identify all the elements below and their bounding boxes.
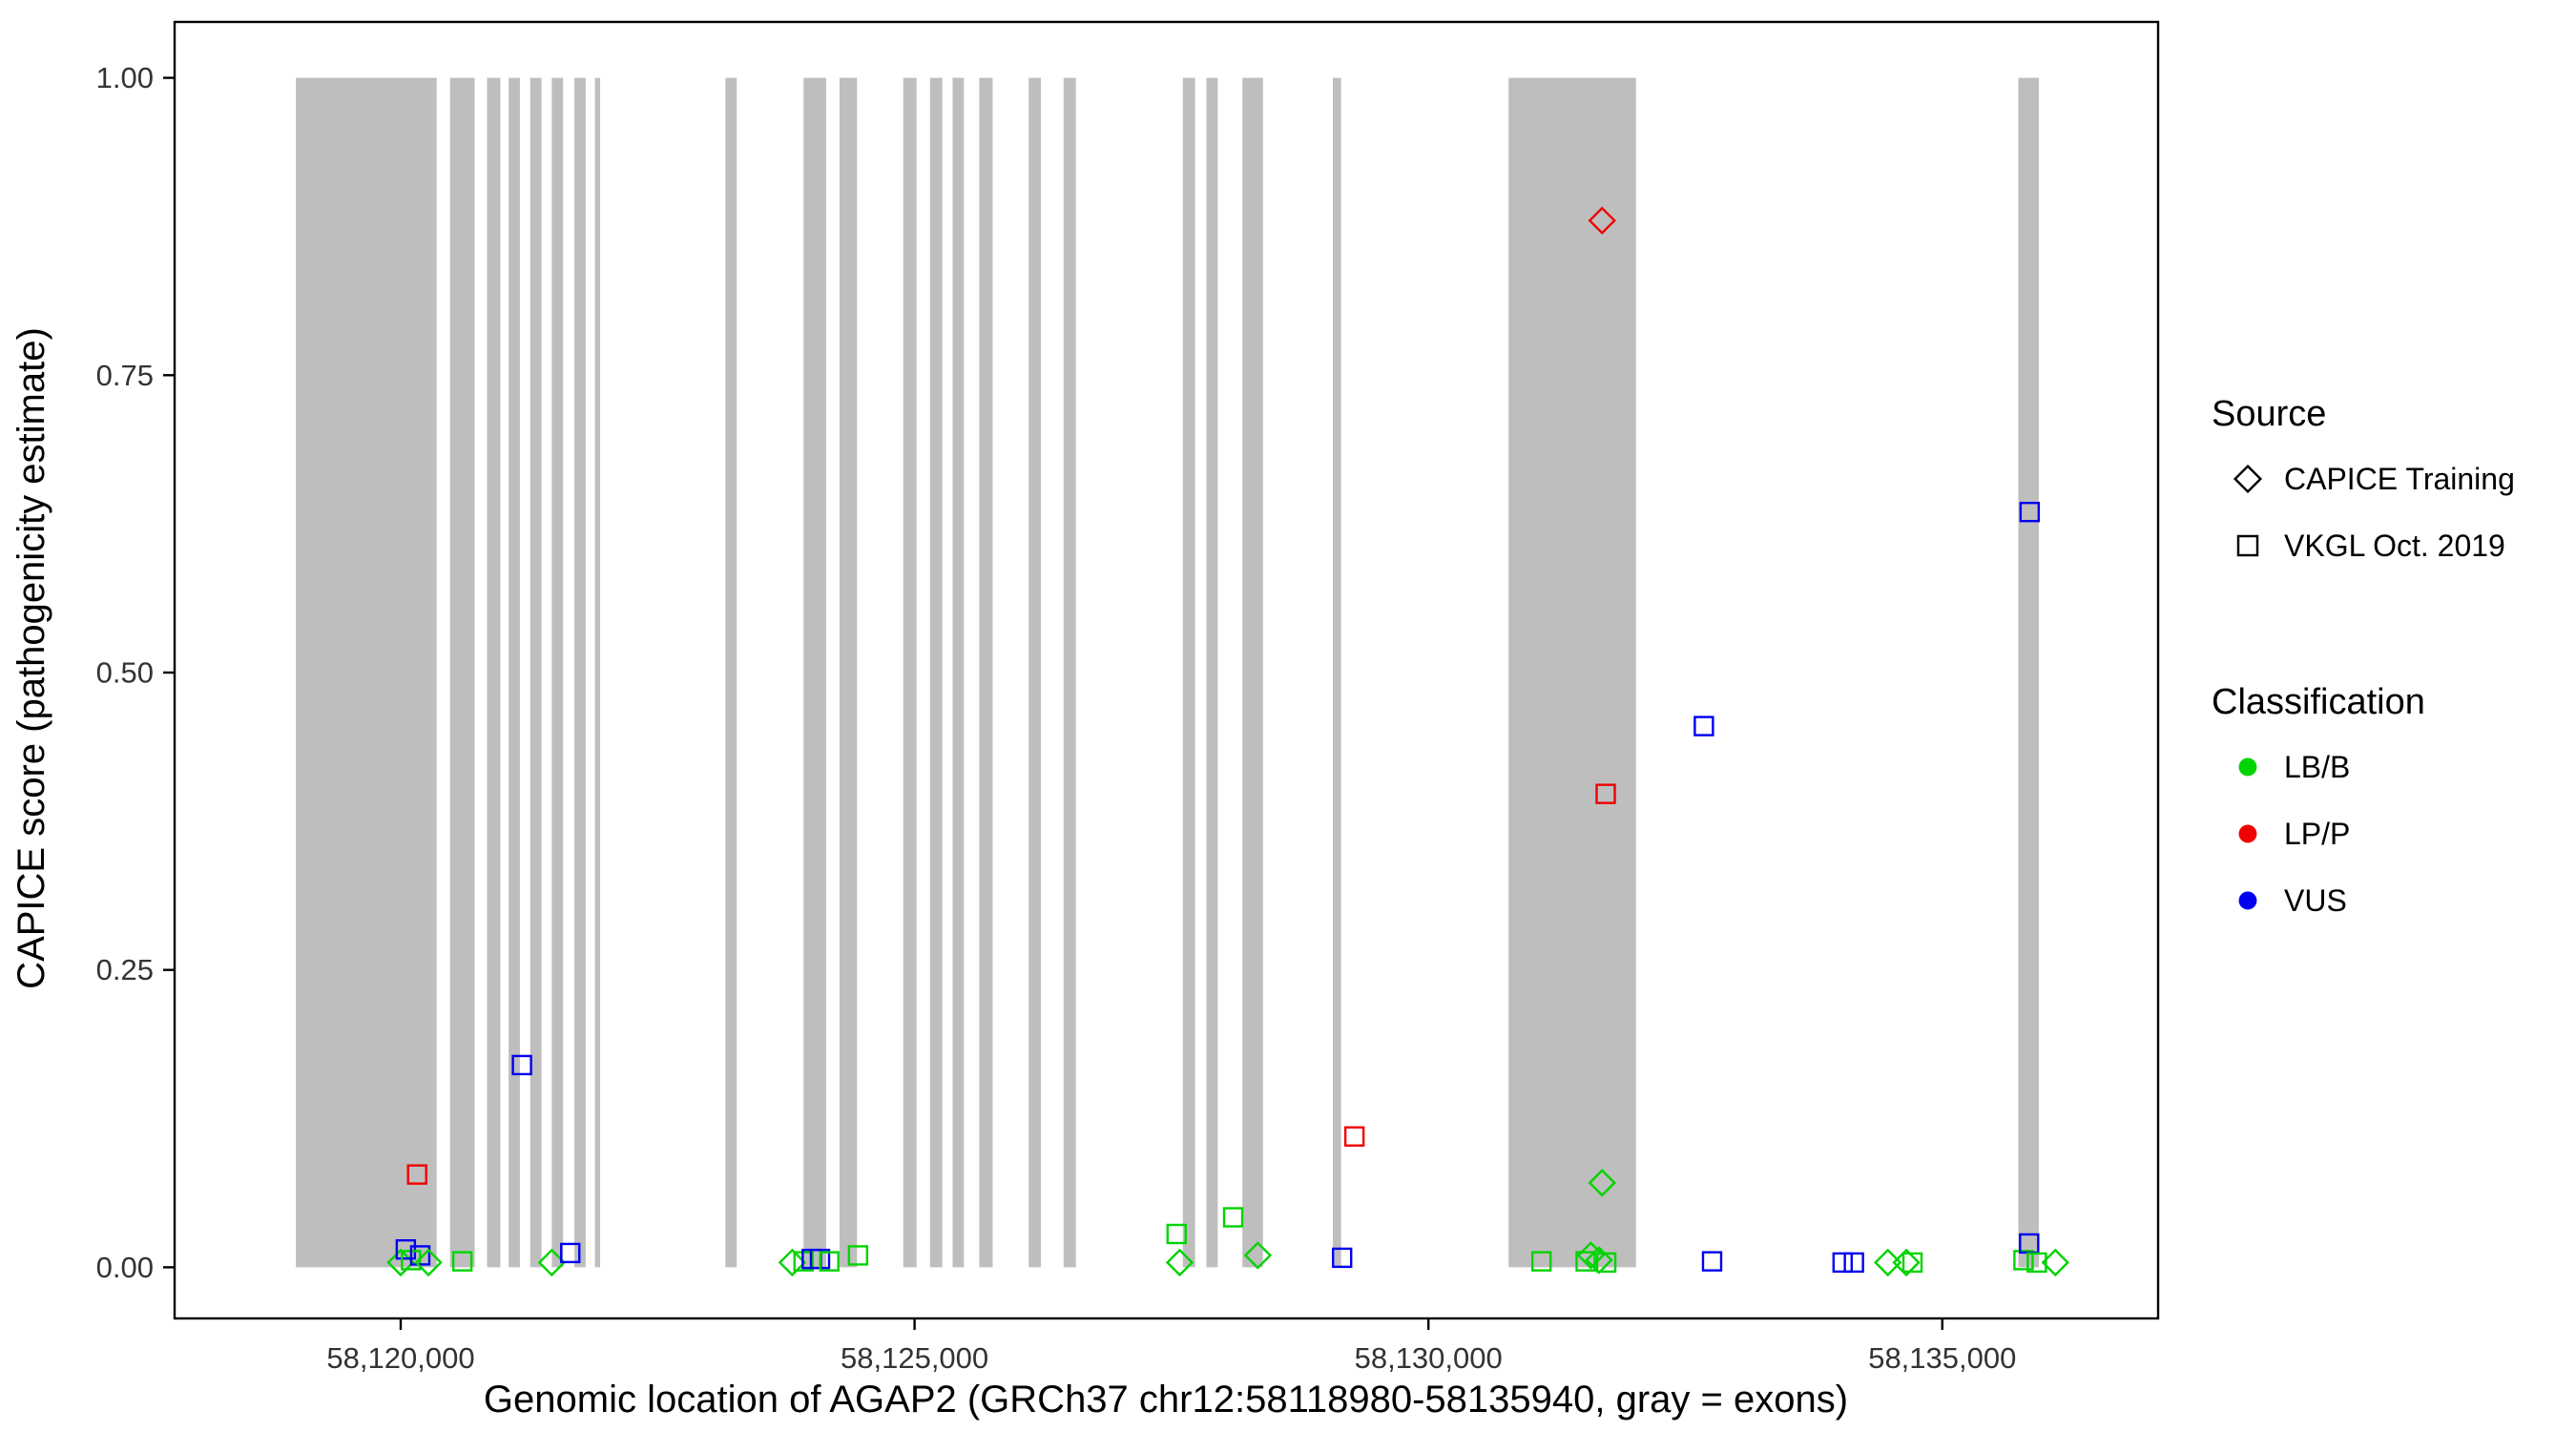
data-point-square	[1530, 1251, 1552, 1272]
exon-region	[551, 77, 564, 1268]
data-point-square	[1901, 1252, 1923, 1274]
legend-item-vkgl: VKGL Oct. 2019	[2229, 525, 2515, 567]
plot-panel	[175, 22, 2158, 1318]
exon-region	[574, 77, 586, 1268]
exon-region	[449, 77, 475, 1268]
data-point-square	[1832, 1252, 1853, 1274]
legend-item-capice-training: CAPICE Training	[2229, 458, 2515, 500]
legend-label-vus: VUS	[2284, 882, 2347, 918]
x-tick-label: 58,135,000	[1868, 1341, 2016, 1375]
y-tick-label: 0.25	[96, 953, 154, 986]
exon-region	[1063, 77, 1076, 1268]
data-point-diamond	[1892, 1248, 1921, 1277]
x-axis-title: Genomic location of AGAP2 (GRCh37 chr12:…	[484, 1379, 1848, 1421]
legend-item-lbb: LB/B	[2229, 746, 2515, 788]
data-point-square	[511, 1054, 532, 1076]
data-point-diamond	[414, 1248, 443, 1277]
data-point-diamond	[1243, 1241, 1273, 1270]
legend-item-vus: VUS	[2229, 880, 2515, 922]
legend-label-lbb: LB/B	[2284, 749, 2351, 784]
exon-region	[979, 77, 993, 1268]
exon-region	[1333, 77, 1341, 1268]
lbb-key-dot	[2238, 757, 2257, 777]
exon-region	[839, 77, 858, 1268]
exon-region	[903, 77, 917, 1268]
data-point-square	[1843, 1252, 1864, 1274]
diamond-icon	[2233, 464, 2263, 494]
y-tick-label: 0.75	[96, 359, 154, 392]
data-point-diamond	[537, 1248, 567, 1277]
data-point-square	[1693, 716, 1714, 736]
x-tick-label: 58,120,000	[326, 1341, 474, 1375]
exon-region	[594, 77, 600, 1268]
data-point-square	[2019, 501, 2041, 523]
data-point-diamond	[1165, 1248, 1195, 1277]
green-dot-icon	[2238, 757, 2257, 777]
data-point-square	[847, 1245, 869, 1266]
y-axis-title: CAPICE score (pathogenicity estimate)	[10, 327, 52, 989]
data-point-square	[1222, 1207, 1244, 1228]
exon-region	[296, 77, 437, 1268]
legend-label-capice-training: CAPICE Training	[2284, 461, 2515, 496]
data-point-square	[2026, 1252, 2047, 1274]
exon-region	[2018, 77, 2040, 1268]
data-point-square	[1332, 1247, 1353, 1269]
diamond-key-shape	[2233, 464, 2263, 494]
legend-label-lpp: LP/P	[2284, 816, 2351, 851]
exon-region	[1182, 77, 1195, 1268]
exon-region	[509, 77, 520, 1268]
data-point-square	[819, 1251, 840, 1272]
exon-region	[1206, 77, 1218, 1268]
x-tick-label: 58,130,000	[1355, 1341, 1503, 1375]
lpp-key-dot	[2238, 824, 2257, 843]
legend-title-source: Source	[2212, 394, 2327, 434]
data-point-square	[451, 1251, 473, 1272]
data-point-square	[409, 1245, 431, 1266]
exon-region	[1242, 77, 1263, 1268]
y-tick-label: 1.00	[96, 61, 154, 94]
data-point-diamond	[1874, 1248, 1902, 1277]
exon-region	[1028, 77, 1042, 1268]
data-point-square	[406, 1164, 427, 1185]
data-point-square	[1595, 783, 1616, 804]
y-tick-label: 0.00	[96, 1251, 154, 1284]
data-point-diamond	[2041, 1248, 2069, 1277]
x-tick-label: 58,125,000	[841, 1341, 988, 1375]
data-point-diamond	[1588, 1169, 1616, 1197]
exon-region	[530, 77, 542, 1268]
data-point-square	[1701, 1251, 1723, 1272]
square-icon	[2236, 534, 2259, 557]
data-point-square	[1166, 1223, 1187, 1245]
legend-label-vkgl: VKGL Oct. 2019	[2284, 528, 2505, 563]
vus-key-dot	[2238, 891, 2257, 910]
exon-region	[487, 77, 501, 1268]
data-point-square	[395, 1238, 417, 1260]
square-key-shape	[2236, 534, 2259, 557]
blue-dot-icon	[2238, 891, 2257, 910]
exon-region	[1508, 77, 1636, 1268]
exon-region	[952, 77, 965, 1268]
data-point-diamond	[1576, 1241, 1606, 1270]
exon-region	[725, 77, 737, 1268]
data-point-square	[560, 1242, 581, 1264]
legend-item-lpp: LP/P	[2229, 813, 2515, 855]
data-point-square	[2013, 1250, 2034, 1271]
exon-region	[803, 77, 826, 1268]
data-point-diamond	[1588, 206, 1616, 235]
panel-border	[173, 20, 2160, 1320]
y-tick-label: 0.50	[96, 655, 154, 689]
data-point-square	[1575, 1251, 1596, 1272]
legend-title-classification: Classification	[2212, 682, 2425, 722]
legend: Source CAPICE Training VKGL Oct. 2019 Cl…	[2212, 391, 2515, 946]
data-point-square	[1595, 1252, 1617, 1274]
data-point-diamond	[778, 1248, 807, 1277]
exon-region	[929, 77, 943, 1268]
data-point-square	[1343, 1126, 1365, 1147]
red-dot-icon	[2238, 824, 2257, 843]
